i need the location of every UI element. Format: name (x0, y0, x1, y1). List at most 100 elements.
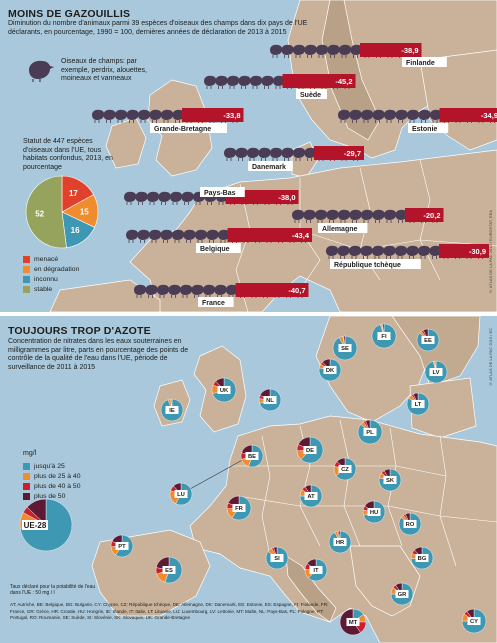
partridge-icon (172, 229, 186, 240)
country-label-box (150, 123, 227, 133)
partridge-legs (221, 120, 226, 123)
partridge-icon (195, 229, 209, 240)
nitrate-pie-nl: NL (258, 388, 282, 412)
partridge-icon (385, 44, 399, 55)
nitrate-pie-es: ES (155, 556, 183, 584)
partridge-legs (363, 220, 369, 223)
bird-row-finlande: -38,9 Finlande (270, 43, 447, 67)
pie-slice (318, 358, 342, 382)
nitrate-pie-lt: LT (406, 392, 430, 416)
country-code: IT (313, 568, 319, 574)
nitrate-pie-pt: PT (110, 534, 134, 558)
country-code: FR (235, 506, 244, 512)
partridge-legs (363, 256, 368, 259)
partridge-icon (218, 109, 233, 120)
code-label-box (367, 508, 381, 516)
partridge-icon (281, 44, 296, 55)
country-code: IE (169, 408, 175, 414)
partridge-legs (241, 86, 246, 89)
threshold-note: Taux déclaré pour la potabilité de l'eau… (10, 584, 96, 596)
partridge-icon (338, 209, 352, 220)
partridge-legs (490, 120, 495, 123)
partridge-icon (238, 75, 253, 86)
partridge-legs (255, 240, 260, 243)
partridge-icon (373, 44, 388, 55)
partridge-legs (455, 120, 461, 123)
partridge-legs (126, 202, 132, 205)
decline-value: -29,7 (344, 149, 361, 158)
partridge-legs (163, 240, 168, 243)
partridge-legs (397, 256, 403, 259)
bird-row-france: -40,7 France (134, 283, 309, 307)
country-code: FI (381, 334, 387, 340)
partridge-icon (214, 284, 229, 295)
partridge-icon (384, 109, 398, 120)
country-label: Suède (300, 92, 321, 99)
partridge-icon (264, 229, 278, 240)
partridge-legs (295, 158, 301, 161)
partridge-legs (272, 55, 278, 58)
nitrate-pie-lv: LV (424, 360, 448, 384)
nitrate-pie-fr: FR (226, 495, 252, 521)
nitrate-subtitle: Concentration de nitrates dans les eaux … (8, 338, 189, 371)
country-code: AT (307, 494, 315, 500)
partridge-icon (315, 209, 329, 220)
code-label-box (415, 554, 429, 562)
partridge-legs (421, 220, 426, 223)
nitrate-pie-pl: PL (357, 419, 383, 445)
nitrate-pie-at: AT (299, 484, 323, 508)
partridge-legs (264, 86, 269, 89)
partridge-icon (441, 245, 455, 256)
legend-swatch (23, 482, 30, 490)
partridge-legs (328, 256, 334, 259)
partridge-icon (452, 245, 467, 256)
partridge-legs (409, 120, 415, 123)
legend-swatch (23, 275, 30, 283)
partridge-legs (318, 55, 324, 58)
partridge-icon (372, 209, 387, 220)
partridge-legs (340, 120, 346, 123)
partridge-legs (374, 256, 380, 259)
partridge-icon (407, 109, 421, 120)
legend-swatch (23, 492, 30, 500)
partridge-legs (106, 120, 111, 123)
partridge-legs (432, 120, 438, 123)
decline-value: -34,9 (481, 111, 497, 120)
country-code: CZ (341, 467, 349, 473)
partridge-legs (298, 86, 304, 89)
partridge-legs (175, 120, 180, 123)
decline-value: -40,7 (288, 286, 305, 295)
partridge-legs (295, 55, 301, 58)
country-code: PL (366, 430, 374, 436)
code-label-box (395, 590, 409, 598)
partridge-icon (229, 229, 244, 240)
partridge-legs (307, 158, 312, 161)
partridge-legs (353, 158, 358, 161)
partridge-legs (263, 295, 268, 298)
partridge-icon (408, 44, 422, 55)
bird-row-pays-bas: -38,0 Pays-Bas (124, 187, 299, 205)
partridge-icon (138, 109, 152, 120)
country-code: DK (326, 368, 335, 374)
partridge-icon (92, 109, 106, 120)
pie-slice-stable (25, 175, 67, 249)
partridge-legs (432, 220, 438, 223)
country-code: PT (118, 544, 126, 550)
nitrate-pie-hu: HU (362, 500, 386, 524)
partridge-legs (364, 55, 370, 58)
partridge-icon (252, 229, 267, 240)
partridge-legs (444, 120, 449, 123)
partridge-legs (129, 120, 134, 123)
partridge-legs (375, 220, 380, 223)
bird-row-allemagne: -20,2 Allemagne (292, 208, 444, 233)
partridge-legs (138, 202, 143, 205)
nitrate-pie-hr: HR (328, 530, 352, 554)
code-label-box (217, 386, 231, 394)
partridge-icon (303, 209, 318, 220)
pie-slice (390, 582, 414, 606)
partridge-icon (316, 44, 330, 55)
code-label-box (304, 492, 318, 500)
code-label-box (467, 617, 481, 625)
bird-rows: -38,9 Finlande -45,2 Suède -33,8 Grande-Breta… (92, 43, 497, 307)
